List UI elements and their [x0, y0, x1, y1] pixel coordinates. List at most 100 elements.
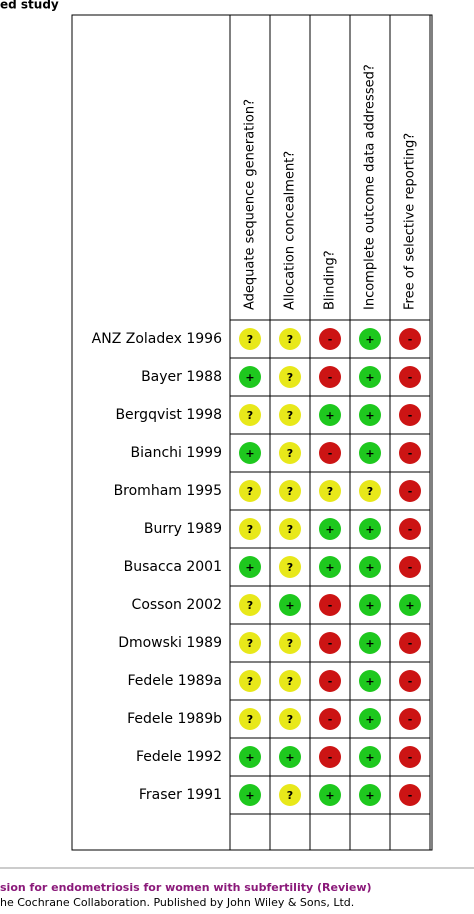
judgement-dot: [239, 328, 261, 350]
judgement-dot: [239, 594, 261, 616]
judgement-symbol: +: [405, 599, 414, 612]
judgement-dot: [279, 366, 301, 388]
judgement-symbol: -: [408, 789, 413, 802]
judgement-dot: [239, 480, 261, 502]
judgement-dot: [279, 594, 301, 616]
judgement-dot: [279, 632, 301, 654]
page-heading: ed study: [0, 0, 59, 12]
study-name: Fedele 1992: [136, 749, 222, 765]
judgement-symbol: ?: [287, 333, 293, 346]
judgement-symbol: +: [365, 713, 374, 726]
judgement-symbol: +: [245, 447, 254, 460]
column-header: Adequate sequence generation?: [243, 99, 258, 310]
judgement-symbol: +: [245, 561, 254, 574]
judgement-symbol: ?: [247, 637, 253, 650]
judgement-symbol: ?: [247, 713, 253, 726]
judgement-dot: [399, 328, 421, 350]
judgement-dot: [399, 708, 421, 730]
judgement-dot: [359, 670, 381, 692]
judgement-symbol: ?: [367, 485, 373, 498]
judgement-dot: [279, 670, 301, 692]
judgement-symbol: ?: [287, 789, 293, 802]
study-name: Fedele 1989b: [127, 711, 222, 727]
judgement-dot: [359, 480, 381, 502]
judgement-symbol: ?: [287, 485, 293, 498]
judgement-symbol: ?: [287, 371, 293, 384]
judgement-symbol: ?: [287, 409, 293, 422]
judgement-symbol: -: [328, 751, 333, 764]
judgement-dot: [319, 518, 341, 540]
footer-title: sion for endometriosis for women with su…: [0, 881, 372, 894]
judgement-dot: [359, 442, 381, 464]
judgement-symbol: ?: [247, 485, 253, 498]
judgement-dot: [399, 442, 421, 464]
study-name: Fedele 1989a: [127, 673, 222, 689]
judgement-symbol: ?: [287, 523, 293, 536]
judgement-symbol: ?: [247, 675, 253, 688]
figure-frame: [71, 14, 433, 851]
judgement-dot: [239, 556, 261, 578]
judgement-dot: [359, 632, 381, 654]
judgement-symbol: +: [365, 409, 374, 422]
judgement-symbol: -: [408, 523, 413, 536]
judgement-dot: [399, 594, 421, 616]
judgement-dot: [319, 404, 341, 426]
judgement-dot: [239, 404, 261, 426]
judgement-symbol: ?: [247, 599, 253, 612]
judgement-dot: [319, 670, 341, 692]
judgement-dot: [399, 366, 421, 388]
judgement-symbol: +: [365, 789, 374, 802]
judgement-symbol: -: [408, 561, 413, 574]
judgement-symbol: ?: [287, 675, 293, 688]
judgement-symbol: -: [408, 371, 413, 384]
study-name: Burry 1989: [144, 521, 222, 537]
study-name: Bergqvist 1998: [115, 407, 222, 423]
judgement-dot: [399, 518, 421, 540]
judgement-symbol: +: [245, 789, 254, 802]
column-header: Allocation concealment?: [283, 151, 298, 310]
judgement-symbol: +: [365, 561, 374, 574]
judgement-symbol: +: [285, 599, 294, 612]
judgement-dot: [319, 784, 341, 806]
judgement-dot: [279, 556, 301, 578]
study-name: Dmowski 1989: [118, 635, 222, 651]
judgement-dot: [279, 746, 301, 768]
footer-copyright: he Cochrane Collaboration. Published by …: [0, 896, 354, 909]
judgement-dot: [319, 480, 341, 502]
judgement-dot: [399, 480, 421, 502]
judgement-dot: [319, 366, 341, 388]
judgement-symbol: +: [365, 523, 374, 536]
judgement-dot: [239, 708, 261, 730]
judgement-dot: [279, 442, 301, 464]
judgement-symbol: -: [408, 713, 413, 726]
judgement-dot: [319, 556, 341, 578]
judgement-symbol: ?: [287, 637, 293, 650]
study-name: Busacca 2001: [124, 559, 222, 575]
judgement-dot: [319, 594, 341, 616]
judgement-dot: [239, 746, 261, 768]
judgement-symbol: ?: [287, 561, 293, 574]
judgement-dot: [399, 632, 421, 654]
judgement-symbol: +: [365, 333, 374, 346]
judgement-dot: [319, 746, 341, 768]
column-header: Blinding?: [323, 250, 338, 310]
judgement-dot: [279, 404, 301, 426]
study-name: ANZ Zoladex 1996: [92, 331, 222, 347]
judgement-symbol: +: [365, 675, 374, 688]
judgement-dot: [279, 708, 301, 730]
judgement-symbol: +: [365, 599, 374, 612]
judgement-symbol: -: [408, 409, 413, 422]
judgement-dot: [239, 442, 261, 464]
judgement-dot: [239, 632, 261, 654]
judgement-symbol: +: [245, 371, 254, 384]
judgement-dot: [239, 366, 261, 388]
judgement-dot: [279, 328, 301, 350]
judgement-symbol: ?: [327, 485, 333, 498]
judgement-dot: [399, 746, 421, 768]
judgement-dot: [399, 556, 421, 578]
judgement-dot: [279, 784, 301, 806]
column-header: Incomplete outcome data addressed?: [363, 64, 378, 310]
judgement-symbol: +: [285, 751, 294, 764]
